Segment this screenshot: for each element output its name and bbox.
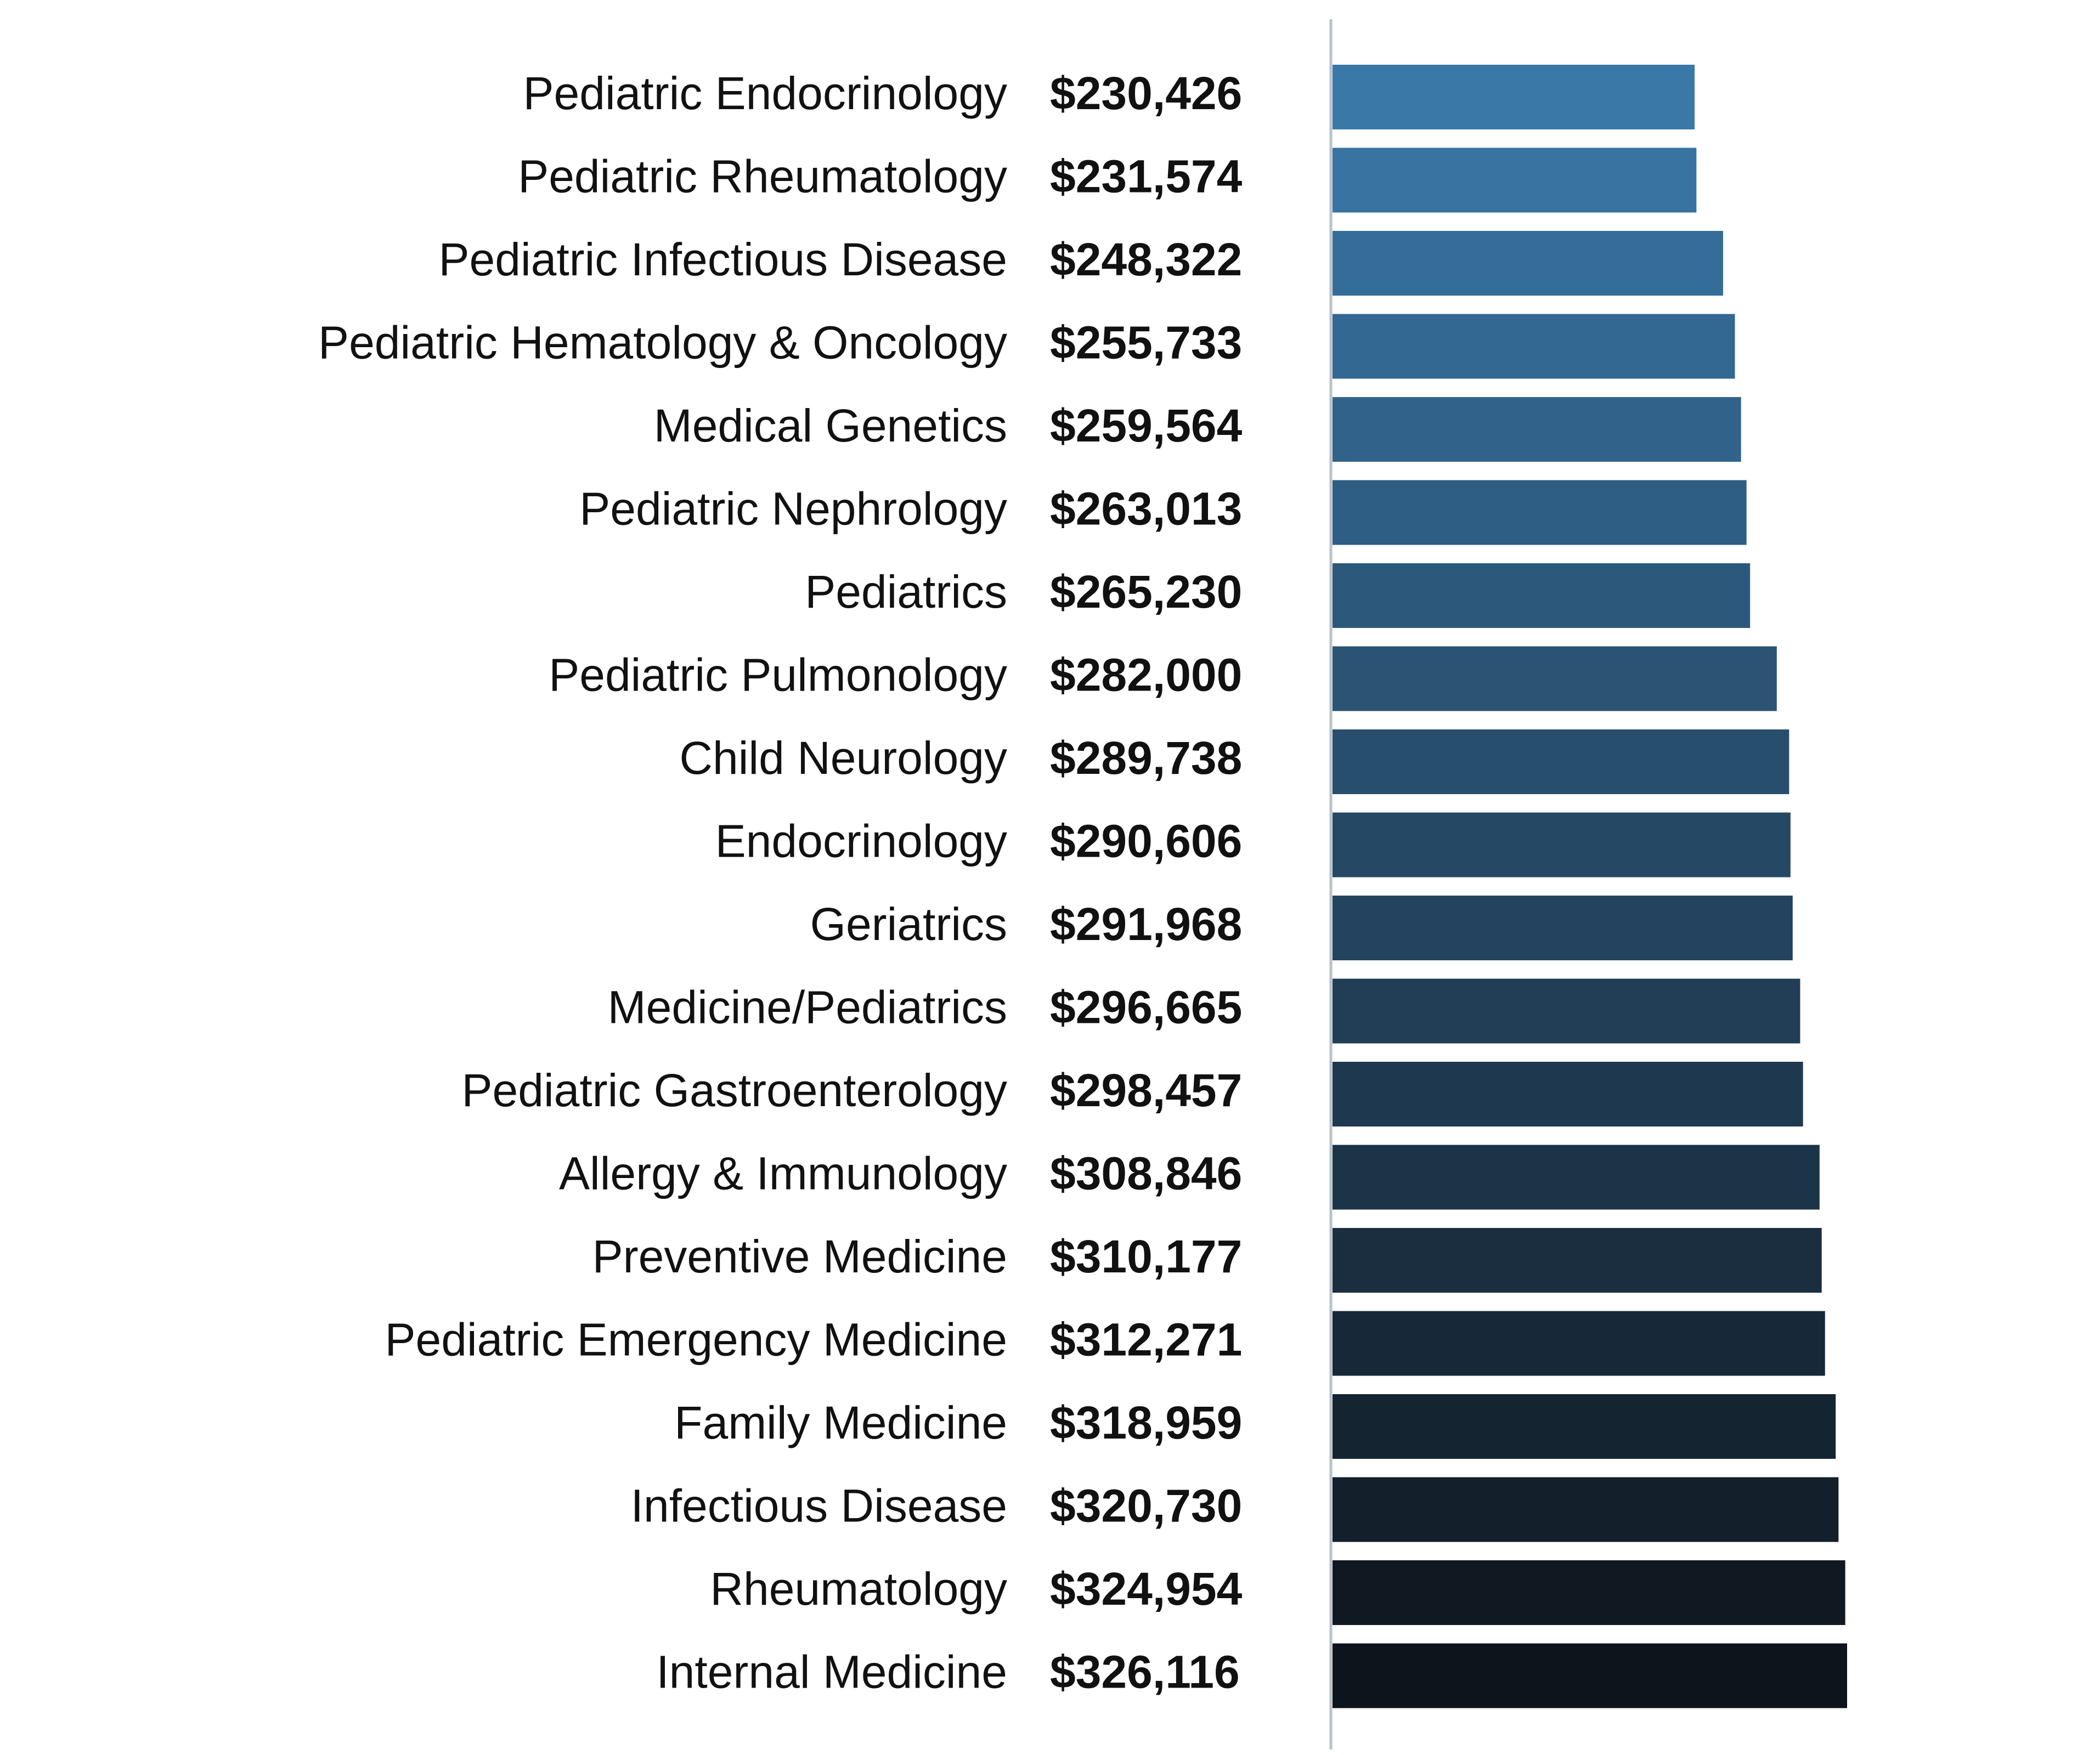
category-label: Pediatric Gastroenterology bbox=[461, 1065, 1007, 1116]
value-label: $248,322 bbox=[1050, 234, 1242, 285]
category-label: Infectious Disease bbox=[631, 1480, 1007, 1532]
value-label: $290,606 bbox=[1050, 816, 1242, 867]
category-label: Pediatric Endocrinology bbox=[523, 67, 1008, 119]
category-label: Pediatric Rheumatology bbox=[518, 151, 1007, 202]
bar bbox=[1333, 1477, 1839, 1542]
bar bbox=[1333, 314, 1735, 379]
bar bbox=[1333, 1560, 1845, 1625]
category-label: Family Medicine bbox=[674, 1397, 1007, 1448]
category-label: Rheumatology bbox=[710, 1563, 1007, 1615]
bar bbox=[1333, 646, 1777, 711]
bar bbox=[1333, 480, 1747, 545]
bar bbox=[1333, 1394, 1836, 1459]
value-label: $282,000 bbox=[1050, 649, 1242, 701]
bar bbox=[1333, 896, 1793, 960]
value-label: $289,738 bbox=[1050, 732, 1242, 784]
category-label: Pediatrics bbox=[805, 566, 1007, 618]
category-label: Medical Genetics bbox=[654, 400, 1007, 451]
bar bbox=[1333, 563, 1751, 628]
category-label: Internal Medicine bbox=[656, 1646, 1007, 1698]
value-label: $265,230 bbox=[1050, 566, 1242, 618]
bar bbox=[1333, 1228, 1822, 1293]
bar bbox=[1333, 1311, 1825, 1376]
category-label: Allergy & Immunology bbox=[559, 1148, 1007, 1199]
value-label: $296,665 bbox=[1050, 982, 1242, 1033]
value-label: $308,846 bbox=[1050, 1148, 1242, 1199]
value-label: $298,457 bbox=[1050, 1065, 1242, 1116]
value-label: $263,013 bbox=[1050, 483, 1242, 535]
bar bbox=[1333, 1145, 1820, 1210]
value-label: $310,177 bbox=[1050, 1231, 1242, 1282]
category-label: Pediatric Nephrology bbox=[579, 483, 1007, 535]
value-label: $259,564 bbox=[1050, 400, 1243, 451]
category-label: Pediatric Pulmonology bbox=[549, 649, 1007, 701]
category-label: Pediatric Hematology & Oncology bbox=[318, 317, 1007, 369]
bar bbox=[1333, 397, 1741, 462]
bar bbox=[1333, 1062, 1803, 1126]
bar bbox=[1333, 978, 1800, 1044]
value-label: $231,574 bbox=[1050, 151, 1243, 202]
category-label: Pediatric Infectious Disease bbox=[438, 234, 1007, 285]
category-label: Preventive Medicine bbox=[592, 1231, 1007, 1282]
value-label: $255,733 bbox=[1050, 317, 1242, 369]
value-label: $318,959 bbox=[1050, 1397, 1242, 1448]
bar bbox=[1333, 812, 1791, 878]
bar bbox=[1333, 65, 1695, 129]
value-label: $312,271 bbox=[1050, 1314, 1242, 1366]
category-label: Pediatric Emergency Medicine bbox=[385, 1314, 1008, 1366]
category-label: Endocrinology bbox=[715, 816, 1007, 867]
value-label: $324,954 bbox=[1050, 1563, 1243, 1615]
value-label: $326,116 bbox=[1050, 1646, 1240, 1698]
bar bbox=[1333, 231, 1723, 296]
value-label: $291,968 bbox=[1050, 898, 1242, 950]
category-label: Child Neurology bbox=[679, 732, 1007, 784]
bar bbox=[1333, 729, 1789, 794]
value-label: $320,730 bbox=[1050, 1480, 1242, 1532]
bar bbox=[1333, 1643, 1847, 1708]
value-label: $230,426 bbox=[1050, 67, 1242, 119]
category-label: Geriatrics bbox=[810, 898, 1007, 950]
category-label: Medicine/Pediatrics bbox=[608, 982, 1007, 1033]
bar bbox=[1333, 148, 1697, 213]
